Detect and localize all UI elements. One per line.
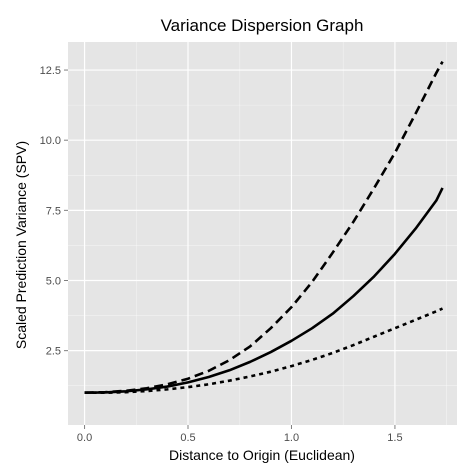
- x-axis-ticks: 0.0 0.5 1.0 1.5: [77, 425, 403, 444]
- series-lines: [84, 61, 444, 395]
- y-axis-ticks: 2.5 5.0 7.5 10.0 12.5: [40, 65, 68, 358]
- solid-series-line: [84, 187, 444, 395]
- x-tick-label: 0.0: [77, 432, 92, 444]
- x-tick-label: 1.0: [284, 432, 299, 444]
- y-tick-label: 12.5: [40, 65, 61, 77]
- chart-title: Variance Dispersion Graph: [161, 16, 364, 35]
- x-axis-title: Distance to Origin (Euclidean): [169, 447, 355, 463]
- major-gridlines: [68, 42, 457, 425]
- minor-gridlines: [68, 42, 457, 425]
- y-tick-label: 7.5: [46, 205, 61, 217]
- x-tick-label: 1.5: [387, 432, 402, 444]
- y-tick-label: 2.5: [46, 346, 61, 358]
- y-tick-label: 10.0: [40, 135, 61, 147]
- dotted-series-line: [84, 307, 444, 395]
- y-axis-title: Scaled Prediction Variance (SPV): [13, 141, 29, 349]
- x-tick-label: 0.5: [180, 432, 195, 444]
- plot-panel: [68, 42, 457, 425]
- y-tick-label: 5.0: [46, 275, 61, 287]
